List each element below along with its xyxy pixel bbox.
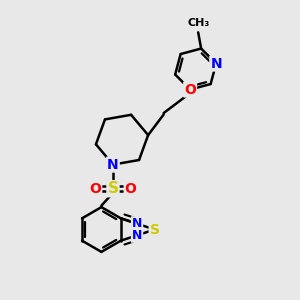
Text: N: N — [132, 229, 142, 242]
Text: CH₃: CH₃ — [187, 18, 209, 28]
Text: O: O — [89, 182, 101, 196]
Text: O: O — [184, 82, 196, 97]
Text: N: N — [107, 158, 119, 172]
Text: O: O — [125, 182, 136, 196]
Text: S: S — [107, 181, 118, 196]
Text: S: S — [150, 223, 160, 236]
Text: N: N — [210, 56, 222, 70]
Text: N: N — [132, 217, 142, 230]
